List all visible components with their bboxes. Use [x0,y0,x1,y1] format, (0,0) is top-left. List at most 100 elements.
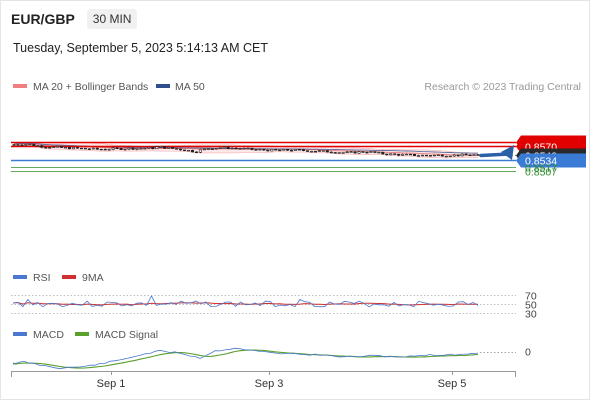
candle [420,154,425,157]
candle-body [179,148,183,151]
macd-legend-swatch [13,332,27,336]
candle-body [298,149,302,151]
candle-body [163,146,167,149]
candle-body [238,148,242,150]
candle [234,147,238,150]
candle-body [357,151,361,154]
ma20-legend-swatch [13,84,27,88]
candle [28,143,32,146]
candle [183,149,187,152]
candle-body [262,149,266,151]
candle [44,146,48,149]
candle-body [369,151,373,153]
candle [389,153,393,156]
candle-body [424,154,428,157]
candle-body [401,153,405,156]
candle [206,148,210,150]
interval-badge[interactable]: 30 MIN [86,9,138,29]
candle-body [278,149,282,152]
candle-body [214,148,218,150]
level-label-0.8534: 0.8534 [525,156,557,168]
candle-body [290,150,294,152]
candle-body [440,154,444,157]
candle-body [131,147,135,150]
candle [294,148,298,151]
candle-body [456,154,460,157]
candle [325,150,329,153]
candle [151,146,155,150]
candle [262,148,266,151]
candle-body [115,147,119,150]
candle [115,147,119,150]
candle [464,153,468,156]
ma20-legend-label: MA 20 + Bollinger Bands [33,81,148,93]
candle-body [202,148,206,151]
candle-body [123,148,127,151]
candle [424,154,428,157]
candle-body [309,151,313,153]
candle [365,151,369,154]
candle-body [436,154,440,157]
candle-body [409,153,413,156]
candle-body [361,151,365,153]
candle [214,148,218,150]
candle-body [416,155,421,157]
candle-body [301,149,306,151]
level-tag-0.8534 [516,153,586,168]
candle [194,151,198,154]
chart-header: EUR/GBP 30 MIN [11,9,138,29]
candle [305,150,309,152]
rsi-level-label-30: 30 [525,309,537,321]
candle-body [448,155,452,158]
candle [321,150,325,152]
candle [385,153,389,156]
rsi-level-label-70: 70 [525,291,537,303]
bollinger-lower [13,145,478,159]
forecast-arrowhead [501,145,514,160]
candle-body [111,147,115,150]
candle [87,148,91,150]
candle [20,144,24,147]
candle [210,148,214,150]
rsi-level-label-50: 50 [525,300,537,312]
candle-body [186,149,191,152]
candle-body [329,151,333,154]
candle [270,148,274,152]
candle-body [24,144,28,146]
candle-body [103,148,107,151]
candle-body [218,147,222,149]
candle-body [28,143,32,146]
candle-body [139,148,143,150]
candle [198,149,202,154]
candle-body [345,151,349,154]
candle [246,147,250,150]
candle [266,149,270,152]
candle-body [349,151,353,153]
candle-body [274,149,278,151]
candle-body [40,145,44,148]
candle [71,146,76,150]
candle-body [317,150,321,152]
candle [428,155,432,157]
candle [99,148,103,151]
candle [16,144,20,146]
candle [226,145,230,150]
candle-body [83,147,87,150]
candle [357,151,361,155]
candle [159,146,163,148]
candle-body [444,155,448,158]
level-label-0.8517: 0.8517 [525,163,557,175]
candle [242,147,246,150]
candle [163,146,167,149]
candle [286,148,290,151]
candle-body [147,147,151,149]
candle [250,147,254,151]
candle-body [405,153,409,156]
candle [202,148,206,151]
candle-body [353,151,357,154]
macd-panel: 0 [12,347,531,370]
candle [432,154,436,157]
candle [476,154,480,156]
candle-body [472,154,476,156]
candle-body [476,154,480,156]
